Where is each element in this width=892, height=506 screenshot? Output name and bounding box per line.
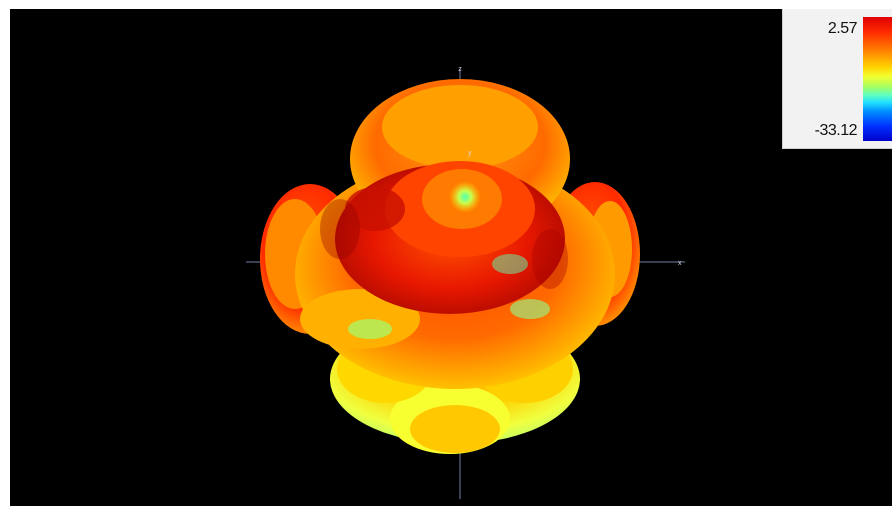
pattern-main-ring <box>335 161 565 314</box>
x-axis-label: x <box>678 260 682 267</box>
3d-viewport[interactable]: z y x <box>10 9 892 506</box>
radiation-pattern-plot[interactable]: z y x <box>10 9 892 506</box>
z-axis-label: z <box>458 66 462 73</box>
y-axis-label: y <box>468 150 472 157</box>
legend-min-label: -33.12 <box>814 122 858 139</box>
colorbar-gradient <box>863 17 892 141</box>
legend-max-label: 2.57 <box>827 20 858 37</box>
pattern-shading <box>320 199 568 289</box>
colorbar-legend: 2.57 -33.12 <box>782 9 892 149</box>
